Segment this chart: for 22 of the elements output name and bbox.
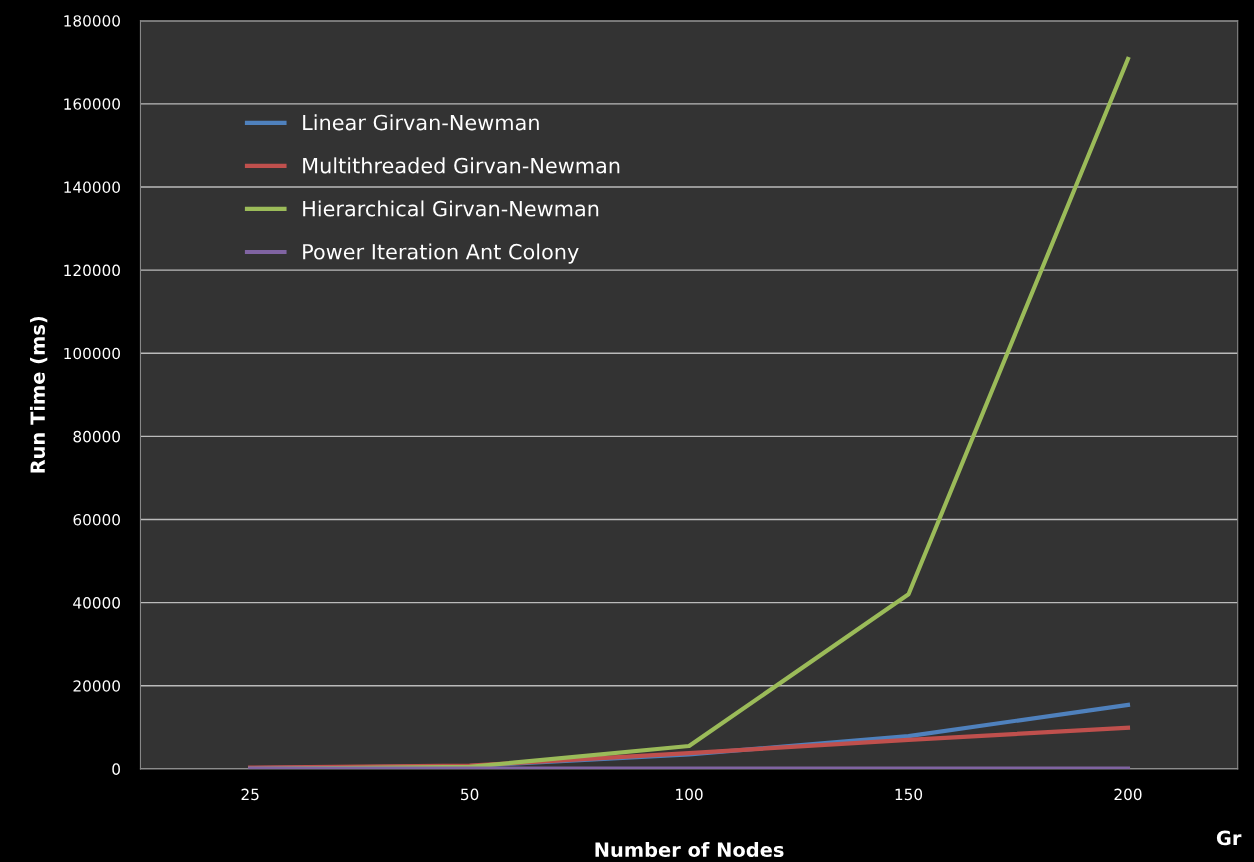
legend-label: Linear Girvan-Newman [303, 114, 539, 131]
y-tick-label: 160000 [64, 98, 120, 110]
y-tick-label: 180000 [64, 15, 120, 27]
legend-label: Multithreaded Girvan-Newman [303, 157, 620, 174]
legend-label: Hierarchical Girvan-Newman [303, 200, 599, 217]
y-tick-label: 40000 [73, 597, 120, 609]
y-tick-label: 20000 [73, 680, 120, 692]
x-tick-label: 100 [676, 788, 703, 801]
x-tick-label: 25 [241, 788, 259, 801]
y-tick-label: 100000 [64, 347, 120, 360]
y-axis-title: Run Time (ms) [29, 316, 48, 473]
text: Gr [1216, 830, 1242, 846]
x-axis-title: Number of Nodes [595, 842, 784, 858]
y-tick-label: 0 [112, 763, 120, 775]
x-tick-label: 150 [895, 788, 923, 801]
x-tick-label: 200 [1114, 788, 1142, 801]
y-tick-label: 60000 [73, 513, 120, 526]
y-tick-label: 140000 [64, 181, 120, 193]
y-tick-label: 80000 [73, 430, 120, 443]
legend-label: Power Iteration Ant Colony [303, 243, 579, 264]
y-tick-label: 120000 [64, 264, 120, 277]
x-tick-label: 50 [461, 788, 479, 801]
